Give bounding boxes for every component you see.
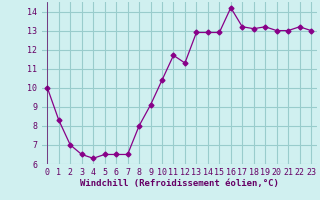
X-axis label: Windchill (Refroidissement éolien,°C): Windchill (Refroidissement éolien,°C) [80, 179, 279, 188]
